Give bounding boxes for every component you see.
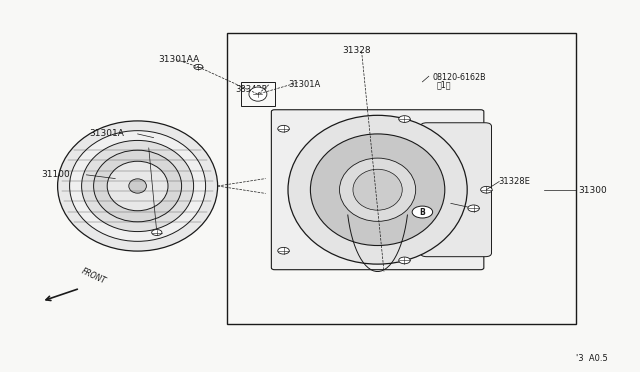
Text: 31100: 31100 (42, 170, 70, 179)
Circle shape (481, 186, 492, 193)
Circle shape (278, 125, 289, 132)
Ellipse shape (129, 179, 147, 193)
Text: 08120-6162B: 08120-6162B (433, 73, 486, 82)
FancyBboxPatch shape (271, 110, 484, 270)
Text: 31300: 31300 (579, 186, 607, 195)
Circle shape (412, 206, 433, 218)
Circle shape (399, 257, 410, 264)
Ellipse shape (70, 131, 205, 241)
Ellipse shape (249, 87, 267, 101)
Bar (227, 33, 576, 324)
Text: （1）: （1） (436, 80, 451, 89)
FancyBboxPatch shape (420, 123, 492, 257)
Ellipse shape (58, 121, 218, 251)
Circle shape (194, 64, 203, 70)
Circle shape (278, 247, 289, 254)
Ellipse shape (339, 158, 416, 221)
Ellipse shape (310, 134, 445, 246)
Ellipse shape (82, 141, 193, 231)
Ellipse shape (288, 115, 467, 264)
Text: '3  A0.5: '3 A0.5 (576, 355, 608, 363)
Circle shape (468, 205, 479, 212)
Text: 38342P: 38342P (236, 85, 268, 94)
Text: 31328: 31328 (342, 46, 371, 55)
Text: 31301A: 31301A (90, 129, 124, 138)
Text: B: B (420, 208, 425, 217)
Circle shape (399, 116, 410, 122)
Ellipse shape (107, 161, 168, 211)
Ellipse shape (93, 150, 182, 222)
Text: 31301A: 31301A (288, 80, 320, 89)
Text: 31328E: 31328E (498, 177, 530, 186)
Ellipse shape (353, 169, 402, 210)
Circle shape (152, 230, 162, 235)
Bar (241, 82, 275, 106)
Text: 31301AA: 31301AA (159, 55, 200, 64)
Text: FRONT: FRONT (80, 267, 108, 286)
Circle shape (253, 92, 262, 97)
